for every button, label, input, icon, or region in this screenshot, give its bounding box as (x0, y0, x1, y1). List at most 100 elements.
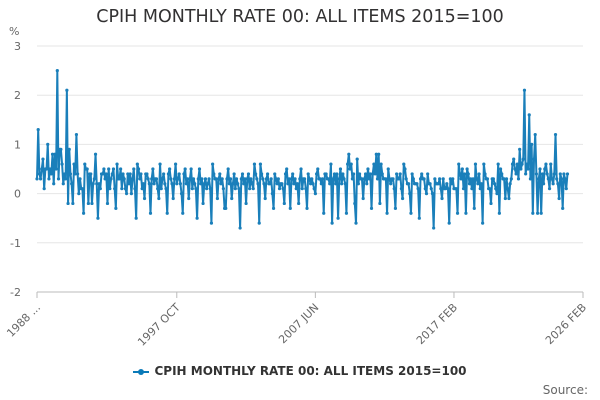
data-point (337, 177, 341, 181)
data-point (466, 172, 470, 176)
data-point (538, 167, 542, 171)
data-point (98, 187, 102, 191)
x-tick-label: 2007 JUN (276, 301, 321, 346)
data-point (536, 211, 540, 215)
data-point (133, 187, 137, 191)
data-point (512, 157, 516, 161)
y-axis-label: % (9, 25, 19, 38)
data-point (265, 172, 270, 176)
data-point (211, 162, 215, 166)
data-point (184, 182, 188, 186)
data-point (426, 172, 430, 176)
data-point (561, 206, 565, 210)
legend[interactable]: CPIH MONTHLY RATE 00: ALL ITEMS 2015=100 (0, 364, 600, 378)
data-point (55, 69, 59, 73)
data-point (338, 167, 343, 171)
data-point (362, 177, 366, 181)
data-point (352, 172, 356, 176)
data-point (436, 182, 441, 186)
data-point (534, 172, 539, 176)
data-point (130, 177, 135, 181)
data-point (49, 172, 53, 176)
data-point (147, 182, 151, 186)
data-point (82, 211, 86, 215)
data-point (135, 162, 139, 166)
data-point (387, 177, 392, 181)
data-point (236, 182, 240, 186)
data-point (446, 187, 450, 191)
data-point (291, 172, 295, 176)
data-point (237, 187, 241, 191)
data-point (273, 172, 277, 176)
data-point (392, 187, 396, 191)
data-point (403, 167, 407, 171)
data-point (50, 152, 55, 156)
data-point (243, 177, 247, 181)
data-point (500, 172, 504, 176)
data-point (395, 172, 399, 176)
data-point (416, 187, 420, 191)
data-point (141, 182, 145, 186)
data-point (233, 187, 237, 191)
data-point (510, 162, 515, 166)
y-tick-label: -2 (10, 286, 21, 299)
data-point (219, 182, 223, 186)
data-point (469, 177, 473, 181)
data-point (310, 177, 314, 181)
y-tick-label: -1 (10, 237, 21, 250)
data-point (38, 177, 43, 181)
data-point (481, 221, 485, 225)
data-point (440, 196, 444, 201)
data-point (257, 221, 261, 225)
data-point (471, 177, 475, 181)
data-point (92, 177, 96, 181)
data-point (423, 187, 427, 191)
data-point (128, 172, 132, 176)
data-point (108, 187, 112, 191)
data-point (472, 206, 476, 210)
data-point (306, 172, 310, 176)
data-point (521, 157, 525, 161)
data-point (66, 201, 70, 206)
data-point (439, 187, 443, 191)
data-point (319, 182, 323, 186)
data-point (526, 167, 530, 171)
data-point (465, 167, 469, 171)
data-point (190, 187, 194, 191)
data-point (122, 177, 126, 181)
data-point (404, 177, 408, 181)
data-point (170, 182, 174, 186)
data-point (95, 182, 99, 186)
data-point (77, 192, 81, 196)
data-point (485, 177, 490, 181)
data-point (502, 177, 506, 181)
data-point (363, 172, 368, 176)
data-point (158, 162, 162, 166)
data-point (520, 162, 524, 166)
data-point (438, 177, 442, 181)
data-point (492, 182, 497, 186)
data-point (313, 192, 317, 196)
data-point (379, 162, 383, 166)
data-point (552, 172, 556, 176)
data-point (163, 182, 167, 186)
data-point (71, 201, 75, 206)
data-point (283, 172, 288, 176)
data-point (97, 182, 101, 186)
data-point (231, 182, 235, 186)
data-point (430, 192, 435, 196)
data-point (101, 172, 105, 176)
data-point (410, 172, 414, 176)
y-tick-label: 3 (14, 40, 21, 53)
data-point (503, 196, 507, 201)
data-point (78, 177, 82, 181)
data-point (105, 201, 110, 206)
data-point (347, 152, 351, 156)
data-point (117, 177, 122, 181)
data-point (433, 177, 437, 181)
data-point (373, 172, 377, 176)
data-point (350, 177, 355, 181)
data-point (402, 162, 406, 166)
data-point (476, 182, 480, 186)
